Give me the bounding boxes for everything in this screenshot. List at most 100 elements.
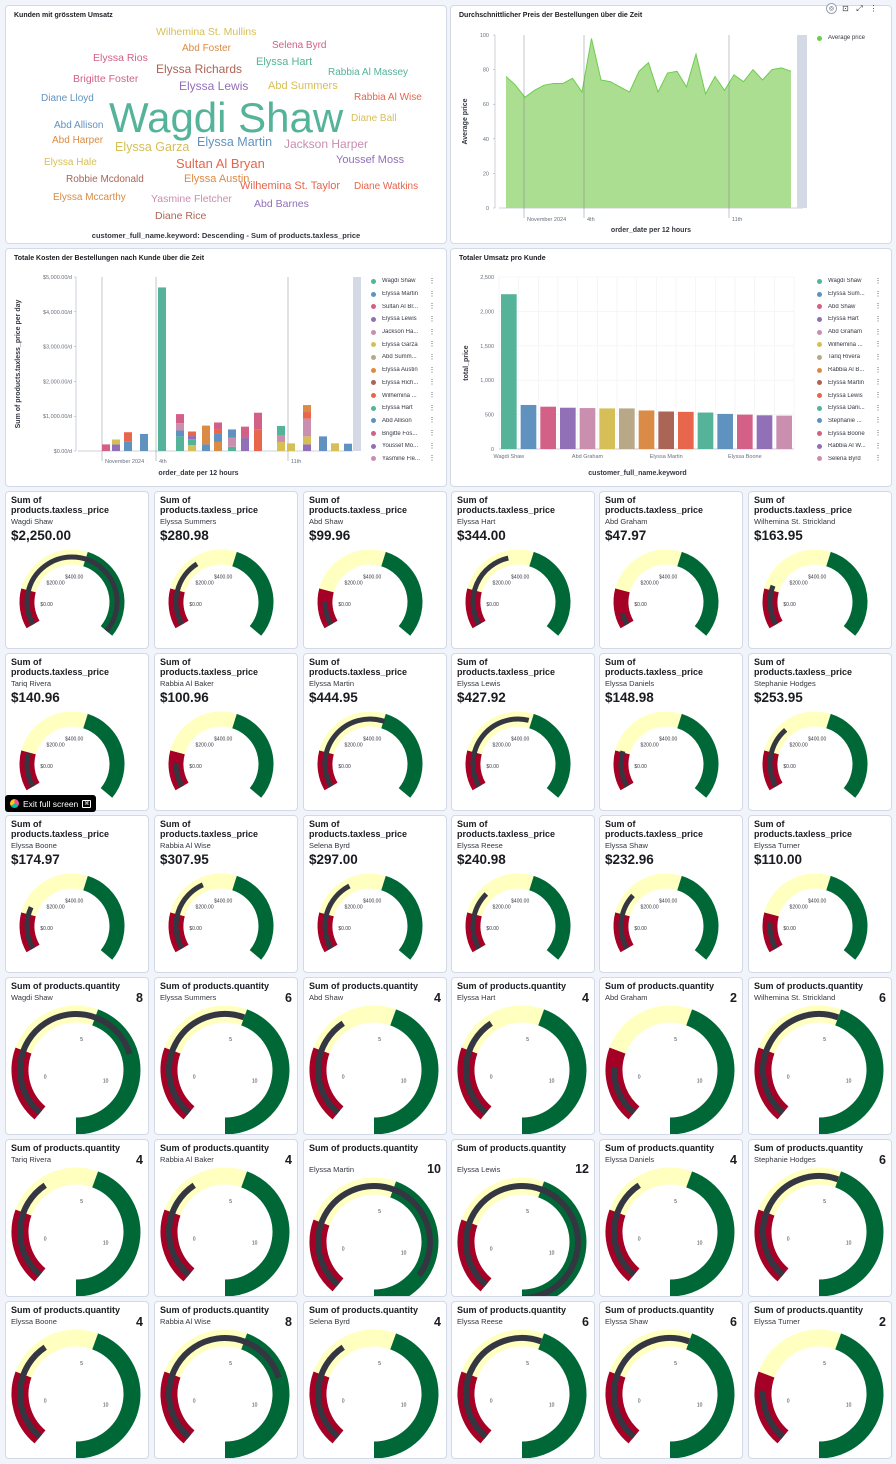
legend-more-icon[interactable]: ⋮: [428, 455, 436, 463]
wordcloud-word[interactable]: Diane Rice: [155, 210, 207, 222]
revenue-bar[interactable]: [520, 404, 537, 449]
legend-more-icon[interactable]: ⋮: [428, 290, 436, 298]
stacked-bar-segment[interactable]: [287, 443, 295, 451]
stacked-bar-segment[interactable]: [124, 432, 132, 442]
legend-item[interactable]: Elyssa Hart ⋮: [817, 313, 882, 326]
legend-more-icon[interactable]: ⋮: [428, 379, 436, 387]
legend-more-icon[interactable]: ⋮: [428, 366, 436, 374]
wordcloud-word[interactable]: Robbie Mcdonald: [66, 174, 144, 185]
legend-item[interactable]: Elyssa Austin ⋮: [371, 364, 436, 377]
stacked-bar-segment[interactable]: [188, 431, 196, 437]
stacked-bar-segment[interactable]: [277, 425, 285, 435]
stacked-bar-segment[interactable]: [140, 433, 148, 451]
legend-item[interactable]: Elyssa Boone ⋮: [817, 427, 882, 440]
revenue-bar[interactable]: [737, 414, 753, 449]
stacked-bar-segment[interactable]: [241, 437, 249, 451]
legend-item[interactable]: Stephanie ... ⋮: [817, 415, 882, 428]
wordcloud-word[interactable]: Wagdi Shaw: [109, 94, 344, 141]
wordcloud-word[interactable]: Elyssa Rios: [93, 52, 148, 64]
stacked-bar-segment[interactable]: [303, 405, 311, 413]
legend-item[interactable]: Elyssa Hart ⋮: [371, 402, 436, 415]
stacked-bar-segment[interactable]: [214, 429, 222, 434]
revenue-bar[interactable]: [619, 408, 635, 449]
legend-item[interactable]: Elyssa Lewis ⋮: [371, 313, 436, 326]
stacked-bar-segment[interactable]: [228, 437, 236, 447]
legend-item[interactable]: Yasmine Fle... ⋮: [371, 453, 436, 466]
revenue-bar[interactable]: [678, 411, 694, 449]
legend-more-icon[interactable]: ⋮: [428, 417, 436, 425]
wordcloud-word[interactable]: Elyssa Hart: [256, 56, 313, 68]
stacked-bar-segment[interactable]: [277, 434, 285, 442]
stacked-bar-segment[interactable]: [303, 412, 311, 419]
stacked-bar-segment[interactable]: [214, 441, 222, 451]
legend-more-icon[interactable]: ⋮: [874, 366, 882, 374]
legend-item[interactable]: Elyssa Dani... ⋮: [817, 402, 882, 415]
legend-more-icon[interactable]: ⋮: [874, 430, 882, 438]
legend-item[interactable]: Youssef Mo... ⋮: [371, 440, 436, 453]
exit-fullscreen-button[interactable]: Exit full screen ⌘: [5, 795, 97, 812]
legend-more-icon[interactable]: ⋮: [428, 442, 436, 450]
legend-more-icon[interactable]: ⋮: [428, 328, 436, 336]
legend-item[interactable]: Tariq Rivera ⋮: [817, 351, 882, 364]
legend-more-icon[interactable]: ⋮: [428, 303, 436, 311]
legend-more-icon[interactable]: ⋮: [874, 455, 882, 463]
legend-item[interactable]: Wilhemina ... ⋮: [817, 338, 882, 351]
wordcloud-word[interactable]: Abd Harper: [52, 135, 104, 146]
stacked-bar-segment[interactable]: [176, 436, 184, 451]
legend-item[interactable]: Abd Shaw ⋮: [817, 300, 882, 313]
wordcloud-word[interactable]: Elyssa Austin: [184, 173, 250, 185]
revenue-bar[interactable]: [717, 413, 733, 449]
revenue-bar[interactable]: [540, 406, 556, 449]
legend-item[interactable]: Elyssa Rich... ⋮: [371, 377, 436, 390]
legend-more-icon[interactable]: ⋮: [874, 379, 882, 387]
wordcloud-word[interactable]: Rabbia Al Wise: [354, 92, 422, 103]
stacked-bar-segment[interactable]: [254, 429, 262, 451]
legend-item[interactable]: Jackson Ha... ⋮: [371, 326, 436, 339]
legend-item[interactable]: Abd Allison ⋮: [371, 415, 436, 428]
stacked-bar-segment[interactable]: [188, 436, 196, 440]
more-icon[interactable]: ⋮: [869, 4, 878, 13]
legend-item[interactable]: Elyssa Lewis ⋮: [817, 389, 882, 402]
wordcloud-word[interactable]: Youssef Moss: [336, 154, 405, 166]
legend-more-icon[interactable]: ⋮: [874, 404, 882, 412]
fullscreen-icon[interactable]: ⤢: [856, 3, 863, 13]
legend-more-icon[interactable]: ⋮: [874, 442, 882, 450]
stacked-bar-segment[interactable]: [176, 423, 184, 431]
wordcloud-word[interactable]: Brigitte Foster: [73, 73, 139, 85]
stacked-bar-segment[interactable]: [303, 418, 311, 437]
wordcloud-word[interactable]: Wilhemina St. Mullins: [156, 26, 257, 38]
wordcloud-word[interactable]: Abd Foster: [182, 43, 231, 54]
legend-more-icon[interactable]: ⋮: [428, 315, 436, 323]
legend-more-icon[interactable]: ⋮: [874, 315, 882, 323]
stacked-bar-segment[interactable]: [344, 443, 352, 451]
wordcloud-word[interactable]: Jackson Harper: [284, 137, 369, 151]
legend-item[interactable]: Elyssa Martin ⋮: [817, 377, 882, 390]
stacked-bar-segment[interactable]: [102, 444, 110, 451]
stacked-bar-segment[interactable]: [319, 436, 327, 451]
wordcloud-word[interactable]: Abd Summers: [268, 80, 338, 92]
legend-more-icon[interactable]: ⋮: [874, 328, 882, 336]
legend-item[interactable]: Wagdi Shaw ⋮: [371, 275, 436, 288]
legend-more-icon[interactable]: ⋮: [874, 417, 882, 425]
wordcloud-word[interactable]: Yasmine Fletcher: [151, 193, 232, 205]
stacked-bar-segment[interactable]: [331, 443, 339, 451]
wordcloud-word[interactable]: Diane Watkins: [354, 181, 419, 192]
stacked-bar-segment[interactable]: [303, 444, 311, 451]
stacked-bar-segment[interactable]: [202, 425, 210, 445]
legend-item[interactable]: Rabbia Al B... ⋮: [817, 364, 882, 377]
legend-item[interactable]: Wilhemina ... ⋮: [371, 389, 436, 402]
wordcloud-word[interactable]: Sultan Al Bryan: [176, 156, 265, 171]
legend-more-icon[interactable]: ⋮: [428, 277, 436, 285]
wordcloud-word[interactable]: Elyssa Lewis: [179, 79, 249, 93]
revenue-bar[interactable]: [560, 407, 576, 449]
wordcloud-word[interactable]: Elyssa Garza: [115, 140, 190, 154]
legend-item[interactable]: Elyssa Garza ⋮: [371, 338, 436, 351]
wordcloud-word[interactable]: Abd Barnes: [254, 198, 309, 210]
stacked-bar-segment[interactable]: [303, 436, 311, 445]
legend-more-icon[interactable]: ⋮: [874, 290, 882, 298]
revenue-bar[interactable]: [599, 408, 615, 449]
stacked-bar-segment[interactable]: [214, 433, 222, 442]
legend-item[interactable]: Abd Graham ⋮: [817, 326, 882, 339]
wordcloud-word[interactable]: Elyssa Richards: [156, 62, 243, 76]
legend-item[interactable]: Abd Summ... ⋮: [371, 351, 436, 364]
